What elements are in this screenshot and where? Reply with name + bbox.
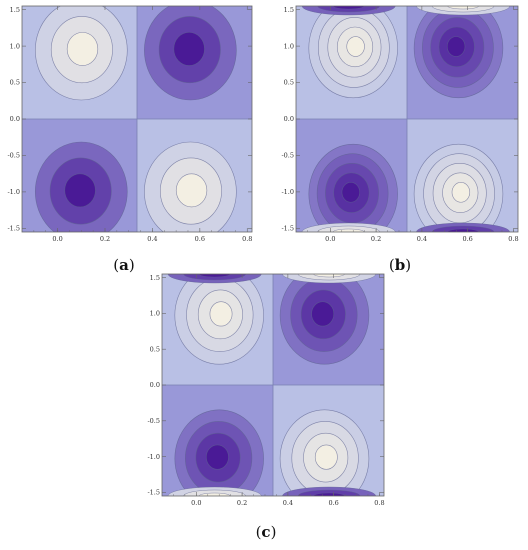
caption-c: (c) (255, 523, 277, 541)
x-tick-label: 0.8 (242, 235, 252, 243)
contour-plot-b-svg: 0.0 0.2 0.4 0.6 0.8 1.5 1.0 0.5 0.0 -0.5 -1.0 -1.5 (281, 5, 519, 243)
y-tick-label: 1.0 (10, 42, 20, 50)
y-tick-label: 1.5 (150, 274, 160, 282)
edge-lobe-1-3 (198, 274, 231, 278)
x-tick-label: 0.6 (328, 499, 338, 507)
contour-plot-a: 0.0 0.2 0.4 0.6 0.8 1.5 1.0 0.5 0.0 -0.5 -1.0 -1.5 (0, 0, 262, 260)
x-tick-label: 0.0 (325, 235, 335, 243)
x-tick-label: 0.6 (462, 235, 472, 243)
maximum-contour-4-5 (451, 182, 471, 203)
edge-lobe-2-3 (313, 274, 345, 278)
caption-a-letter: a (119, 256, 129, 274)
contour-field-a (22, 6, 252, 232)
x-tick-label: 0.2 (371, 235, 381, 243)
minimum-contour-3-3 (64, 173, 96, 208)
x-tick-label: 0.0 (52, 235, 62, 243)
y-tick-label: 0.0 (284, 115, 294, 123)
edge-lobe-4-3 (447, 228, 479, 232)
y-tick-label: 0.5 (10, 79, 20, 87)
maximum-contour-4-4 (314, 444, 338, 470)
x-tick-label: 0.2 (100, 235, 110, 243)
y-tick-label: 0.5 (284, 79, 294, 87)
y-tick-label: 1.0 (150, 310, 160, 318)
y-tick-label: -1.0 (7, 188, 20, 196)
maximum-contour-1-4 (209, 301, 233, 327)
edge-lobe-3-3 (332, 228, 365, 232)
y-tick-label: 0.0 (10, 115, 20, 123)
x-tick-label: 0.0 (191, 499, 201, 507)
edge-lobe-1-3 (332, 6, 365, 10)
maximum-contour-1-3 (66, 32, 99, 66)
caption-b-letter: b (394, 256, 406, 274)
y-tick-label: -1.5 (147, 489, 160, 497)
y-tick-label: 1.5 (284, 6, 294, 14)
y-tick-label: -1.5 (7, 225, 20, 233)
y-tick-label: 0.0 (150, 381, 160, 389)
edge-lobe-3-3 (198, 492, 231, 496)
x-tick-label: 0.4 (147, 235, 157, 243)
edge-lobe-2-3 (447, 6, 479, 10)
caption-b: (b) (388, 256, 412, 274)
y-tick-label: -0.5 (7, 152, 20, 160)
minimum-contour-2-4 (311, 301, 335, 327)
contour-plot-c-svg: 0.0 0.2 0.4 0.6 0.8 1.5 1.0 0.5 0.0 -0.5 -1.0 -1.5 (147, 273, 385, 507)
y-tick-label: 1.5 (10, 6, 20, 14)
minimum-contour-2-3 (173, 32, 205, 66)
x-tick-label: 0.8 (508, 235, 518, 243)
x-tick-label: 0.4 (283, 499, 293, 507)
y-tick-label: -1.0 (147, 453, 160, 461)
x-tick-label: 0.8 (374, 499, 384, 507)
caption-a: (a) (113, 256, 135, 274)
maximum-contour-1-5 (346, 36, 365, 57)
contour-field-c (162, 274, 384, 496)
y-tick-label: 0.5 (150, 345, 160, 353)
contour-plot-b: 0.0 0.2 0.4 0.6 0.8 1.5 1.0 0.5 0.0 -0.5 -1.0 -1.5 (266, 0, 528, 260)
contour-plot-a-svg: 0.0 0.2 0.4 0.6 0.8 1.5 1.0 0.5 0.0 -0.5 -1.0 -1.5 (7, 5, 252, 243)
x-tick-label: 0.2 (237, 499, 247, 507)
y-tick-label: 1.0 (284, 42, 294, 50)
maximum-contour-4-3 (175, 173, 208, 208)
contour-plot-c: 0.0 0.2 0.4 0.6 0.8 1.5 1.0 0.5 0.0 -0.5 -1.0 -1.5 (132, 270, 394, 524)
x-tick-label: 0.6 (195, 235, 205, 243)
y-tick-label: -1.5 (281, 225, 294, 233)
caption-c-letter: c (261, 523, 271, 541)
minimum-contour-2-5 (446, 36, 466, 57)
minimum-contour-3-4 (206, 444, 229, 470)
y-tick-label: -1.0 (281, 188, 294, 196)
minimum-contour-3-5 (341, 182, 360, 203)
y-tick-label: -0.5 (281, 152, 294, 160)
y-tick-label: -0.5 (147, 417, 160, 425)
edge-lobe-4-3 (313, 492, 345, 496)
x-tick-label: 0.4 (417, 235, 427, 243)
